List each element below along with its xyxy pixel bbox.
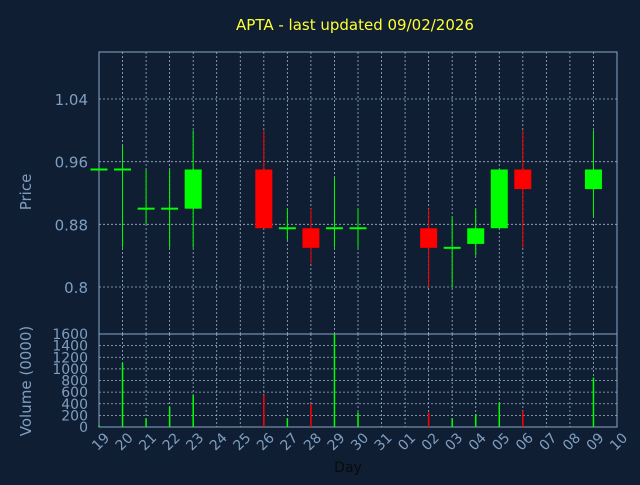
volume-bar: [427, 412, 430, 427]
candle-body: [114, 168, 132, 171]
day-tick-label: 24: [207, 430, 231, 454]
day-tick-labels: 19 20 21 22 23 24 25 26 27 28 29 30 31 01 02 03 04 05 06 07…: [89, 430, 631, 454]
volume-tick-label: 1200: [52, 350, 88, 366]
candle-body: [443, 246, 461, 249]
chart-title: APTA - last updated 09/02/2026: [236, 16, 474, 34]
volume-tick-label: 600: [61, 385, 88, 401]
candle-body: [255, 169, 273, 229]
day-tick-label: 27: [278, 430, 302, 454]
volume-tick-label: 1600: [52, 327, 88, 343]
day-tick-label: 29: [325, 430, 349, 454]
volume-bar: [357, 412, 359, 427]
volume-bar: [498, 402, 501, 427]
candle-body: [184, 169, 202, 209]
day-tick-label: 07: [537, 430, 561, 454]
day-tick-label: 09: [584, 430, 608, 454]
volume-bar: [98, 425, 100, 427]
volume-tick-label: 1000: [52, 362, 88, 378]
volume-tick-label: 200: [61, 408, 88, 424]
day-tick-label: 23: [183, 430, 207, 454]
day-tick-label: 28: [301, 430, 325, 454]
volume-bar: [192, 395, 194, 427]
candle-body: [278, 227, 296, 230]
day-tick-label: 20: [113, 430, 137, 454]
volume-bar: [145, 418, 147, 427]
day-axis-label: Day: [334, 460, 362, 476]
price-tick-label: 0.96: [55, 154, 88, 172]
volume-bar: [121, 363, 124, 427]
price-tick-label: 1.04: [55, 91, 88, 109]
volume-bar: [168, 406, 171, 427]
day-tick-label: 31: [372, 430, 396, 454]
day-tick-label: 19: [89, 430, 113, 454]
price-tick-label: 0.88: [55, 216, 88, 234]
volume-bar: [592, 377, 595, 427]
candle-body: [514, 169, 532, 190]
volume-tick-label: 800: [61, 374, 88, 390]
candle-body: [325, 227, 343, 230]
candle-body: [90, 168, 108, 171]
day-tick-label: 22: [160, 430, 184, 454]
day-tick-label: 04: [466, 430, 490, 454]
price-tick-label: 0.8: [64, 279, 88, 297]
candle-body: [161, 207, 179, 210]
volume-bar: [310, 403, 312, 427]
day-tick-label: 06: [513, 430, 537, 454]
candle-body: [137, 207, 155, 210]
candle-body: [302, 228, 320, 248]
volume-tick-label: 400: [61, 397, 88, 413]
volume-bar: [474, 414, 477, 427]
price-axis-label: Price: [17, 174, 35, 211]
candle-body: [349, 227, 367, 230]
volume-bar: [451, 418, 453, 427]
candle-body: [490, 169, 508, 229]
volume-bar: [522, 410, 524, 427]
day-tick-label: 08: [560, 430, 584, 454]
day-tick-label: 10: [607, 430, 631, 454]
day-tick-label: 26: [254, 430, 278, 454]
day-tick-label: 30: [348, 430, 372, 454]
day-tick-label: 02: [419, 430, 443, 454]
day-tick-label: 21: [136, 430, 160, 454]
volume-bar: [333, 334, 336, 427]
candle-body: [467, 228, 485, 244]
price-panel: 0.8 0.88 0.96 1.04: [55, 51, 618, 335]
day-tick-label: 05: [489, 430, 513, 454]
day-tick-label: 03: [442, 430, 466, 454]
volume-bar: [286, 418, 289, 427]
volume-axis-label: Volume (0000): [17, 326, 35, 436]
candle-body: [420, 228, 438, 248]
candle-body: [584, 169, 602, 190]
day-tick-label: 01: [395, 430, 419, 454]
day-tick-label: 25: [230, 430, 254, 454]
volume-tick-label: 0: [79, 420, 88, 436]
volume-bar: [263, 395, 265, 427]
volume-tick-label: 1400: [52, 339, 88, 355]
